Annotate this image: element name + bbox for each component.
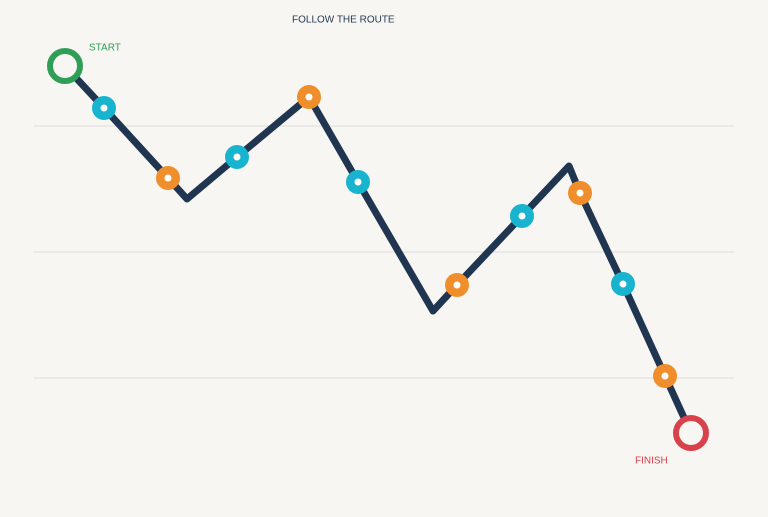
waypoint [510, 204, 534, 228]
waypoint [225, 145, 249, 169]
waypoints [92, 85, 677, 388]
waypoint [92, 96, 116, 120]
waypoint [297, 85, 321, 109]
finish-marker [673, 415, 709, 451]
waypoint [568, 181, 592, 205]
waypoint [445, 273, 469, 297]
start-label: START [89, 43, 121, 54]
waypoint [653, 364, 677, 388]
guide-lines [34, 125, 734, 379]
waypoint [611, 272, 635, 296]
start-marker [47, 48, 83, 84]
title: FOLLOW THE ROUTE [292, 15, 395, 26]
waypoint [346, 170, 370, 194]
waypoint [156, 166, 180, 190]
finish-label: FINISH [635, 456, 668, 467]
